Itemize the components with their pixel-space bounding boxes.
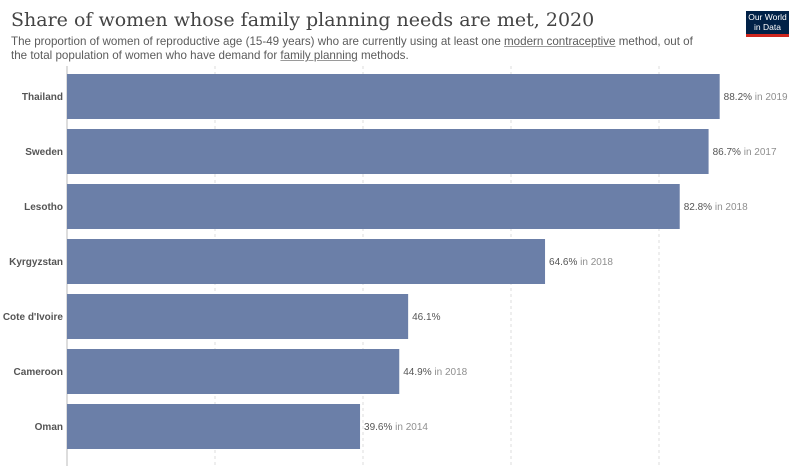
chart-subtitle: The proportion of women of reproductive … [11,35,711,63]
value-text: 82.8% [684,202,712,213]
value-label: 82.8% in 2018 [684,202,748,213]
year-note: in 2019 [752,92,788,103]
value-label: 64.6% in 2018 [549,257,613,268]
value-label: 46.1% [412,312,440,323]
value-text: 86.7% [713,147,741,158]
bar[interactable] [67,129,709,174]
category-label: Cameroon [14,367,63,378]
value-text: 46.1% [412,312,440,323]
bar[interactable] [67,239,546,284]
value-label: 88.2% in 2019 [724,92,788,103]
value-label: 86.7% in 2017 [713,147,777,158]
value-text: 44.9% [403,367,431,378]
category-label: Sweden [25,147,63,158]
subtitle-text-2: method, out of the total population of w… [11,35,693,62]
value-text: 88.2% [724,92,752,103]
year-note: in 2014 [392,422,428,433]
logo-line-1: Our World [748,12,787,22]
bar-chart: Thailand 88.2% in 2019 Sweden 86.7% in 2017… [3,66,788,466]
value-text: 64.6% [549,257,577,268]
bar[interactable] [67,294,409,339]
subtitle-link-family-planning[interactable]: family planning [280,49,358,62]
logo-line-2: in Data [754,21,781,32]
category-label: Thailand [22,92,63,103]
owid-logo[interactable]: Our World in Data [746,11,789,37]
category-label: Kyrgyzstan [9,257,63,268]
category-label: Oman [35,422,63,433]
bar[interactable] [67,404,361,449]
value-label: 39.6% in 2014 [364,422,428,433]
bar[interactable] [67,349,400,394]
year-note: in 2018 [712,202,748,213]
value-text: 39.6% [364,422,392,433]
category-label: Lesotho [24,202,63,213]
year-note: in 2018 [432,367,468,378]
subtitle-link-modern-contraceptive[interactable]: modern contraceptive [504,35,616,48]
bar[interactable] [67,74,720,119]
category-label: Cote d'Ivoire [3,312,64,323]
value-label: 44.9% in 2018 [403,367,467,378]
chart-title: Share of women whose family planning nee… [11,9,595,31]
subtitle-text-1: The proportion of women of reproductive … [11,35,505,48]
subtitle-text-3: methods. [357,49,409,62]
year-note: in 2017 [741,147,777,158]
year-note: in 2018 [577,257,613,268]
bar[interactable] [67,184,680,229]
